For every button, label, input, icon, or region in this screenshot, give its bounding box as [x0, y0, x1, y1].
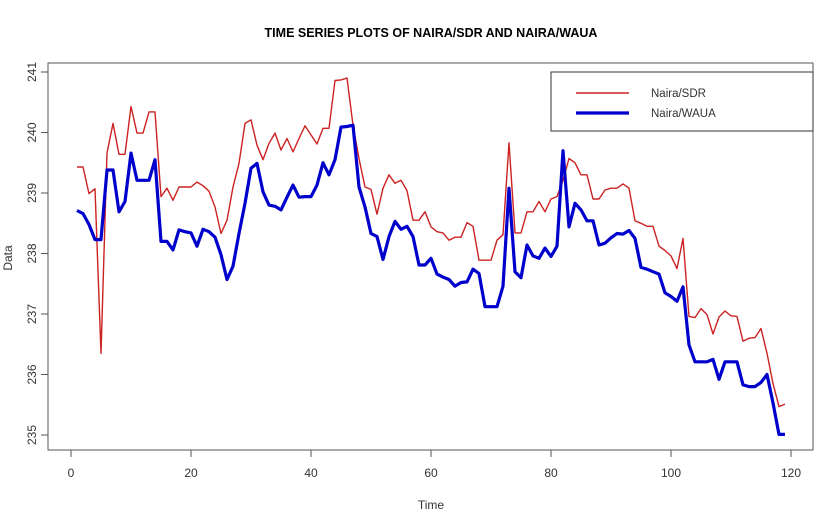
- y-tick-label: 236: [25, 364, 39, 384]
- legend-label: Naira/WAUA: [651, 108, 716, 120]
- legend-box: [550, 71, 814, 132]
- x-tick-label: 0: [68, 466, 75, 480]
- chart-title: TIME SERIES PLOTS OF NAIRA/SDR AND NAIRA…: [265, 26, 598, 40]
- y-tick-label: 235: [25, 425, 39, 445]
- y-tick-label: 240: [25, 122, 39, 142]
- x-tick-label: 120: [781, 466, 801, 480]
- series-line-naira-sdr: [77, 77, 786, 408]
- y-axis: 235 236 237 238 239 240 241: [25, 62, 48, 445]
- x-tick-label: 40: [304, 466, 318, 480]
- x-tick-label: 100: [661, 466, 681, 480]
- x-axis-label: Time: [418, 498, 445, 512]
- legend: Naira/SDR Naira/WAUA: [550, 71, 814, 132]
- series-line-naira-waua: [76, 123, 785, 436]
- x-tick-label: 60: [424, 466, 438, 480]
- y-tick-label: 241: [25, 62, 39, 82]
- y-tick-label: 237: [25, 304, 39, 324]
- x-axis: 0 20 40 60 80 100 120: [68, 450, 801, 480]
- y-tick-label: 238: [25, 243, 39, 263]
- legend-label: Naira/SDR: [651, 88, 706, 100]
- x-tick-label: 20: [184, 466, 198, 480]
- x-tick-label: 80: [544, 466, 558, 480]
- y-axis-label: Data: [1, 245, 15, 271]
- series-layer: [76, 77, 786, 436]
- y-tick-label: 239: [25, 183, 39, 203]
